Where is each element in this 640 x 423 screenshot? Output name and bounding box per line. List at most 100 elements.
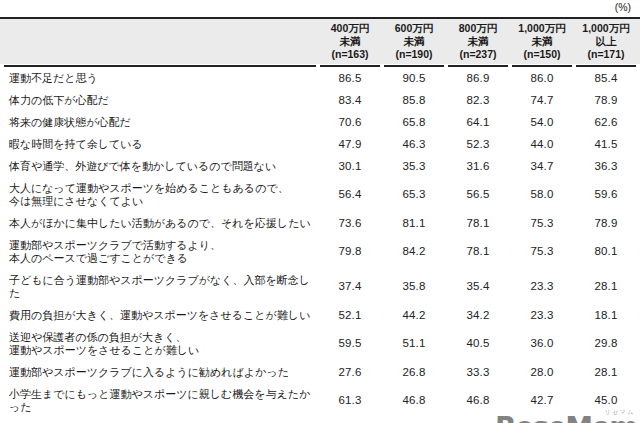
value-cell: 74.7 [512, 89, 572, 111]
value-cell: 28.1 [576, 361, 636, 383]
header-row: 400万円未満(n=163)600万円未満(n=190)800万円未満(n=23… [4, 19, 636, 67]
corner-cell [4, 19, 316, 67]
value-cell: 80.1 [576, 234, 636, 269]
value-cell: 61.3 [320, 383, 380, 418]
table-row: 体力の低下が心配だ83.485.882.374.778.9 [4, 89, 636, 111]
value-cell: 62.6 [576, 111, 636, 133]
row-label-cell: 小学生までにもっと運動やスポーツに親しむ機会を与えたかった [4, 383, 316, 418]
value-cell: 16.3 [512, 418, 572, 423]
table-wrapper: 400万円未満(n=163)600万円未満(n=190)800万円未満(n=23… [0, 17, 640, 423]
value-cell: 86.9 [448, 67, 508, 89]
row-label-cell: 大人になって運動やスポーツを始めることもあるので、今は無理にさせなくてよい [4, 177, 316, 212]
value-cell: 30.1 [320, 155, 380, 177]
table-body: 運動不足だと思う86.590.586.986.085.4体力の低下が心配だ83.… [4, 67, 636, 423]
value-cell: 42.7 [512, 383, 572, 418]
value-cell: 83.4 [320, 89, 380, 111]
value-cell: 75.3 [512, 212, 572, 234]
row-label-cell: 運動部やスポーツクラブに入るように勧めればよかった [4, 361, 316, 383]
value-cell: 16.4 [576, 418, 636, 423]
value-cell: 21.5 [448, 418, 508, 423]
table-row: 運動部やスポーツクラブに入るように勧めればよかった27.626.833.328.… [4, 361, 636, 383]
value-cell: 65.3 [384, 177, 444, 212]
row-label-cell: 体力の低下が心配だ [4, 89, 316, 111]
row-label-cell: 子どもに合う運動部やスポーツクラブがなく、入部を断念した [4, 269, 316, 304]
row-label-cell: 運動部やスポーツクラブで活動するより、本人のペースで過ごすことができる [4, 234, 316, 269]
table-row: 送迎や保護者の係の負担が大きく、運動やスポーツをさせることが難しい59.551.… [4, 326, 636, 361]
value-cell: 85.4 [576, 67, 636, 89]
value-cell: 40.5 [448, 326, 508, 361]
column-header: 1,000万円未満(n=150) [512, 19, 572, 67]
table-row: 本人がほかに集中したい活動があるので、それを応援したい73.681.178.17… [4, 212, 636, 234]
column-header: 400万円未満(n=163) [320, 19, 380, 67]
value-cell: 33.3 [448, 361, 508, 383]
value-cell: 73.6 [320, 212, 380, 234]
value-cell: 78.1 [448, 234, 508, 269]
value-cell: 85.8 [384, 89, 444, 111]
value-cell: 84.2 [384, 234, 444, 269]
value-cell: 36.0 [512, 326, 572, 361]
value-cell: 46.8 [384, 383, 444, 418]
value-cell: 26.8 [384, 361, 444, 383]
value-cell: 44.0 [512, 133, 572, 155]
value-cell: 75.3 [512, 234, 572, 269]
value-cell: 56.4 [320, 177, 380, 212]
value-cell: 59.5 [320, 326, 380, 361]
value-cell: 47.9 [320, 133, 380, 155]
row-label-cell: 費用の負担が大きく、運動やスポーツをさせることが難しい [4, 304, 316, 326]
value-cell: 56.5 [448, 177, 508, 212]
value-cell: 31.6 [448, 155, 508, 177]
value-cell: 35.4 [448, 269, 508, 304]
table-row: 費用の負担が大きく、運動やスポーツをさせることが難しい52.144.234.22… [4, 304, 636, 326]
column-header: 800万円未満(n=237) [448, 19, 508, 67]
table-row: 運動部やスポーツクラブで活動するより、本人のペースで過ごすことができる79.88… [4, 234, 636, 269]
value-cell: 70.6 [320, 111, 380, 133]
table-row: 小学生までにもっと運動やスポーツに親しむ機会を与えたかった61.346.846.… [4, 383, 636, 418]
value-cell: 41.5 [576, 133, 636, 155]
table-row: 体育や通学、外遊びで体を動かしているので問題ない30.135.331.634.7… [4, 155, 636, 177]
row-label-cell: 体育や通学、外遊びで体を動かしているので問題ない [4, 155, 316, 177]
value-cell: 79.8 [320, 234, 380, 269]
value-cell: 86.5 [320, 67, 380, 89]
value-cell: 64.1 [448, 111, 508, 133]
value-cell: 81.1 [384, 212, 444, 234]
value-cell: 27.6 [320, 418, 380, 423]
value-cell: 54.0 [512, 111, 572, 133]
value-cell: 46.3 [384, 133, 444, 155]
value-cell: 27.6 [320, 361, 380, 383]
value-cell: 35.8 [384, 269, 444, 304]
value-cell: 23.3 [512, 269, 572, 304]
value-cell: 36.3 [576, 155, 636, 177]
row-label-cell: 暇な時間を持て余している [4, 133, 316, 155]
value-cell: 90.5 [384, 67, 444, 89]
table-row: 将来の健康状態が心配だ70.665.864.154.062.6 [4, 111, 636, 133]
percent-unit-label: (%) [615, 1, 631, 13]
value-cell: 82.3 [448, 89, 508, 111]
value-cell: 28.1 [576, 269, 636, 304]
row-label-cell: 本人がほかに集中したい活動があるので、それを応援したい [4, 212, 316, 234]
value-cell: 78.1 [448, 212, 508, 234]
table-row: 小学生までに運動やスポーツで嫌な思いをさせてしまった 27.6 21.6 21.5 16… [4, 418, 636, 423]
value-cell: 58.0 [512, 177, 572, 212]
value-cell: 18.1 [576, 304, 636, 326]
row-label-cell: 送迎や保護者の係の負担が大きく、運動やスポーツをさせることが難しい [4, 326, 316, 361]
row-label-cell: 小学生までに運動やスポーツで嫌な思いをさせてしまった [4, 418, 316, 423]
value-cell: 29.8 [576, 326, 636, 361]
table-row: 大人になって運動やスポーツを始めることもあるので、今は無理にさせなくてよい56.… [4, 177, 636, 212]
survey-table-page: (%) 400万円未満(n=163)600万円未満(n=190)800万円未満(… [0, 0, 640, 423]
value-cell: 46.8 [448, 383, 508, 418]
value-cell: 37.4 [320, 269, 380, 304]
value-cell: 21.6 [384, 418, 444, 423]
survey-table: 400万円未満(n=163)600万円未満(n=190)800万円未満(n=23… [0, 19, 640, 423]
column-header: 1,000万円以上(n=171) [576, 19, 636, 67]
value-cell: 78.9 [576, 212, 636, 234]
value-cell: 34.7 [512, 155, 572, 177]
value-cell: 44.2 [384, 304, 444, 326]
value-cell: 78.9 [576, 89, 636, 111]
value-cell: 52.1 [320, 304, 380, 326]
value-cell: 23.3 [512, 304, 572, 326]
table-row: 運動不足だと思う86.590.586.986.085.4 [4, 67, 636, 89]
value-cell: 28.0 [512, 361, 572, 383]
row-label-cell: 将来の健康状態が心配だ [4, 111, 316, 133]
value-cell: 34.2 [448, 304, 508, 326]
value-cell: 51.1 [384, 326, 444, 361]
